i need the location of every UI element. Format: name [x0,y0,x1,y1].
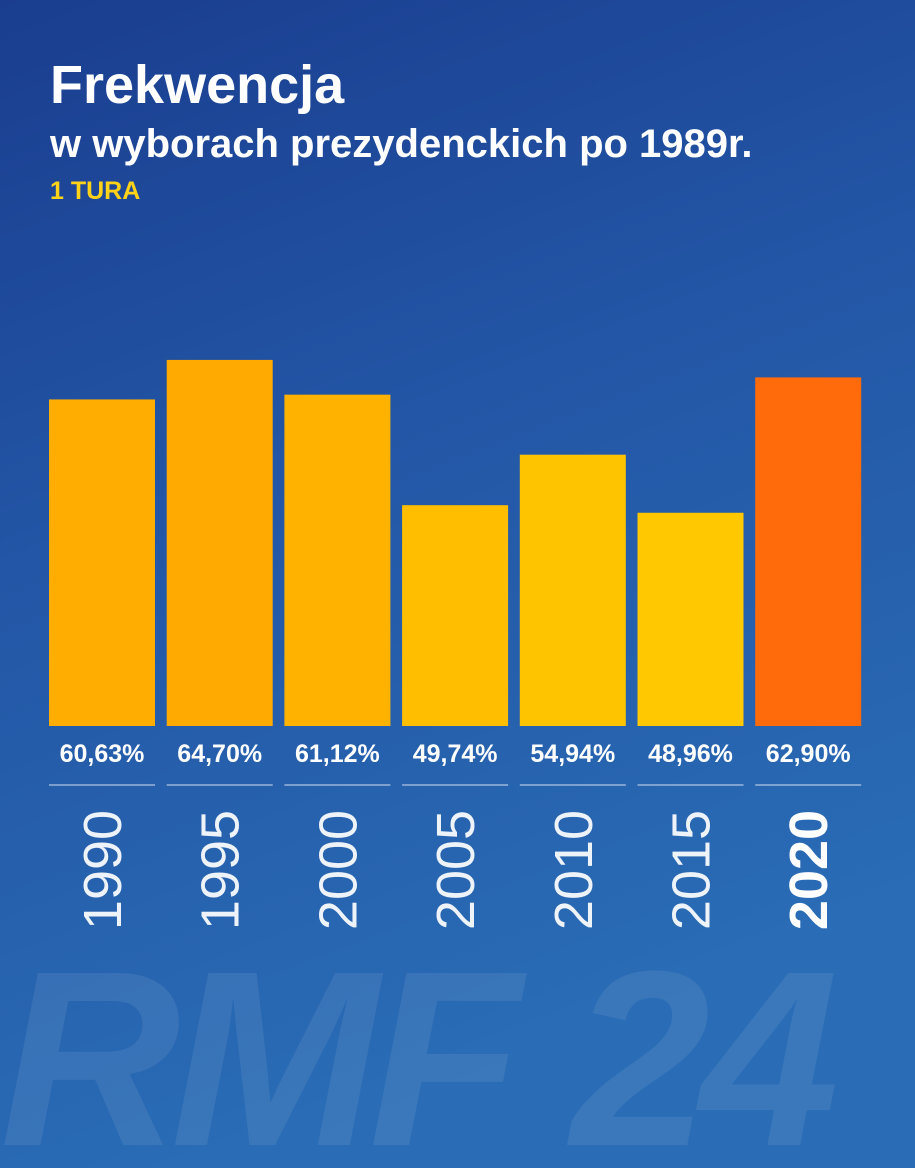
value-label: 64,70% [177,740,262,768]
x-tick-label: 2005 [426,810,486,930]
value-label: 54,94% [530,740,615,768]
watermark: RMF 24 [0,919,835,1168]
x-tick-label: 2020 [779,810,839,930]
bar [402,505,509,726]
x-tick-label: 2015 [662,810,722,930]
chart-subtitle: w wyborach prezydenckich po 1989r. [49,122,753,166]
x-tick-label: 2000 [308,810,368,930]
chart-title: Frekwencja [50,55,345,115]
bar [755,377,862,726]
value-label: 60,63% [60,740,145,768]
x-tick-label: 1995 [191,810,251,930]
value-label: 49,74% [413,740,498,768]
bar [49,399,155,726]
value-label: 62,90% [766,740,851,768]
value-label: 48,96% [648,740,733,768]
round-label: 1 TURA [50,177,140,205]
bar [519,454,626,726]
bar [166,359,273,726]
x-tick-label: 2010 [544,810,604,930]
bar [284,394,391,726]
bar [637,512,744,726]
value-label: 61,12% [295,740,380,768]
x-tick-label: 1990 [73,810,133,930]
